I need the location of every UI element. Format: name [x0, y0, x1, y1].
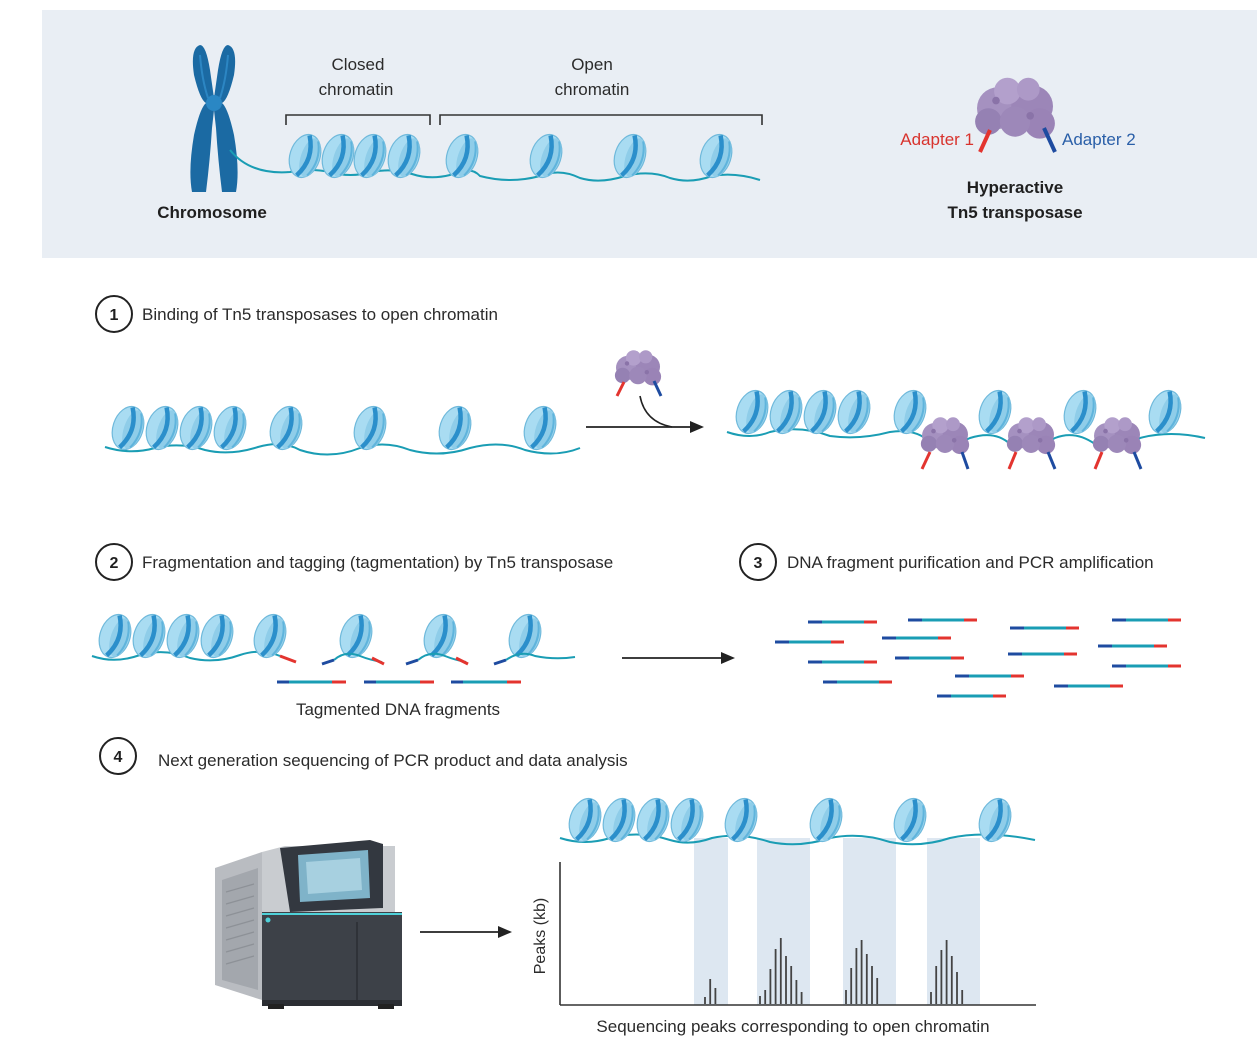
step-4-number: 4 [114, 749, 123, 766]
step-1-number: 1 [110, 307, 119, 324]
y-axis-label: Peaks (kb) [532, 898, 549, 974]
step-3-text: DNA fragment purification and PCR amplif… [787, 553, 1154, 572]
step-4-header: 4 Next generation sequencing of PCR prod… [99, 737, 628, 775]
adapter2-label: Adapter 2 [1062, 130, 1136, 149]
adapter1-line [615, 381, 626, 397]
tn5-transposase-icon [614, 350, 662, 386]
adapter2-line [1042, 127, 1057, 153]
step-4-circle [99, 737, 137, 775]
step-2-header: 2 Fragmentation and tagging (tagmentatio… [95, 543, 613, 581]
tn5-label-2: Tn5 transposase [947, 203, 1082, 222]
curved-arrow [639, 395, 673, 428]
peak-band [694, 838, 728, 1005]
step-1-text: Binding of Tn5 transposases to open chro… [142, 305, 498, 324]
peak-bars [704, 938, 964, 1004]
tagmented-label: Tagmented DNA fragments [296, 700, 500, 719]
step-3-circle [739, 543, 777, 581]
tn5-label-1: Hyperactive [967, 178, 1063, 197]
peak-band [757, 838, 810, 1005]
chromosome-label: Chromosome [157, 203, 267, 222]
step-1-circle [95, 295, 133, 333]
open-chromatin-label-2: chromatin [555, 80, 630, 99]
closed-chromatin-label-2: chromatin [319, 80, 394, 99]
adapter1-line [279, 654, 297, 664]
open-bracket [439, 114, 763, 125]
closed-chromatin-label-1: Closed [332, 55, 385, 74]
step-3-number: 3 [754, 555, 763, 572]
adapter2-line [652, 380, 663, 397]
top-panel-background [42, 10, 1257, 258]
adapter1-line [978, 129, 992, 153]
step-2-text: Fragmentation and tagging (tagmentation)… [142, 553, 613, 572]
nucleosome-icon [94, 610, 546, 661]
dna-strand-step4 [559, 833, 1036, 846]
step-1-header: 1 Binding of Tn5 transposases to open ch… [95, 295, 498, 333]
chromosome-icon [190, 45, 238, 192]
closed-bracket [285, 114, 431, 125]
open-chromatin-label-1: Open [571, 55, 613, 74]
dna-strand-step1-left [104, 443, 581, 456]
dna-strand-fragment [505, 652, 576, 661]
step-2-circle [95, 543, 133, 581]
adapter1-label: Adapter 1 [900, 130, 974, 149]
dna-strand-step2-left [91, 650, 281, 662]
step-4-text: Next generation sequencing of PCR produc… [158, 751, 628, 770]
step-3-header: 3 DNA fragment purification and PCR ampl… [739, 543, 1154, 581]
chart-caption: Sequencing peaks corresponding to open c… [596, 1017, 989, 1036]
sequencer-icon [215, 840, 402, 1009]
peak-band [927, 838, 980, 1005]
pcr-fragments [775, 618, 1181, 698]
bound-tn5-group [920, 417, 1143, 470]
step-2-number: 2 [110, 555, 119, 572]
